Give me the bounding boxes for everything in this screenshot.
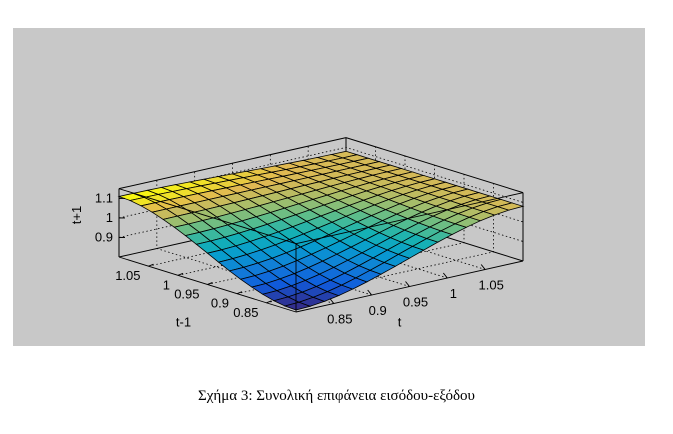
y-tick-label-3: 1 xyxy=(163,277,170,292)
y-axis-label: t-1 xyxy=(176,315,191,330)
figure-panel: 0.9 1 1.1 t+1 0.85 0.9 0.95 1 1.05 t 0.85 0.9 0.95 1 1… xyxy=(13,28,645,346)
x-tick-label-2: 0.95 xyxy=(403,295,428,310)
z-tick-label-1: 1 xyxy=(106,210,113,225)
x-tick-1 xyxy=(367,289,373,296)
y-tick-label-2: 0.95 xyxy=(174,287,199,302)
y-tick-label-0: 0.85 xyxy=(233,305,258,320)
x-tick-label-1: 0.9 xyxy=(369,303,387,318)
front-edge-4 xyxy=(118,188,297,245)
x-tick-label-3: 1 xyxy=(450,286,457,301)
z-tick-label-0: 0.9 xyxy=(95,229,113,244)
y-tick-3 xyxy=(177,272,184,276)
back-edge-5 xyxy=(118,137,347,190)
y-tick-0 xyxy=(266,300,272,304)
x-axis-label: t xyxy=(398,315,402,330)
x-tick-4 xyxy=(480,264,486,270)
y-tick-label-4: 1.05 xyxy=(115,268,140,283)
x-tick-2 xyxy=(405,281,410,287)
y-tick-2 xyxy=(207,282,213,285)
axes-text: 0.9 1 1.1 t+1 0.85 0.9 0.95 1 1.05 t 0.85 0.9 0.95 1 1… xyxy=(69,190,504,329)
front-edge-3 xyxy=(295,192,524,245)
surface-mesh xyxy=(117,150,525,311)
y-tick-4 xyxy=(148,263,154,267)
surface-patch xyxy=(496,202,525,211)
z-axis-label: t+1 xyxy=(69,206,84,224)
x-tick-0 xyxy=(329,298,335,304)
x-tick-label-4: 1.05 xyxy=(479,278,504,293)
figure-caption: Σχήμα 3: Συνολική επιφάνεια εισόδου-εξόδ… xyxy=(197,388,475,404)
y-tick-1 xyxy=(236,291,243,295)
y-tick-label-1: 0.9 xyxy=(211,296,229,311)
x-tick-label-0: 0.85 xyxy=(327,312,352,327)
x-tick-3 xyxy=(442,272,448,279)
back-edge-6 xyxy=(345,137,524,194)
axes-box xyxy=(118,188,524,313)
z-tick-label-2: 1.1 xyxy=(95,190,113,205)
surface-plot: 0.9 1 1.1 t+1 0.85 0.9 0.95 1 1.05 t 0.85 0.9 0.95 1 1… xyxy=(69,137,525,330)
